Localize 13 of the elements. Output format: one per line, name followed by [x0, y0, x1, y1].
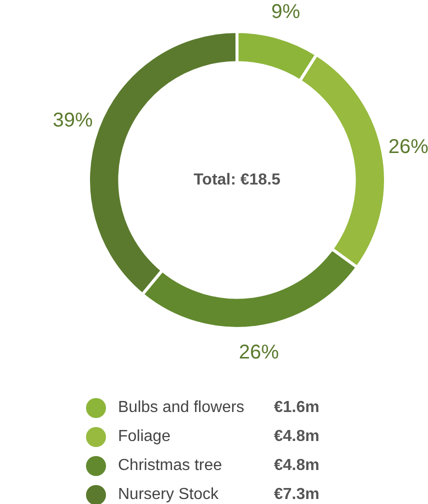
data-label: 26%: [388, 136, 428, 158]
data-label: 26%: [238, 342, 280, 364]
data-label: 39%: [52, 109, 94, 132]
text: Total: €18.5: [194, 171, 281, 188]
legend-label: Bulbs and flowers: [118, 398, 246, 416]
legend-label: Nursery Stock: [118, 486, 220, 504]
legend-label: Foliage: [118, 428, 172, 446]
text: €1.6m: [274, 398, 320, 416]
text: €4.8m: [274, 456, 320, 474]
data-label: 9%: [271, 0, 300, 23]
text: €4.8m: [274, 428, 320, 444]
legend-label: Christmas tree: [118, 456, 224, 474]
text: €7.3m: [274, 486, 320, 502]
